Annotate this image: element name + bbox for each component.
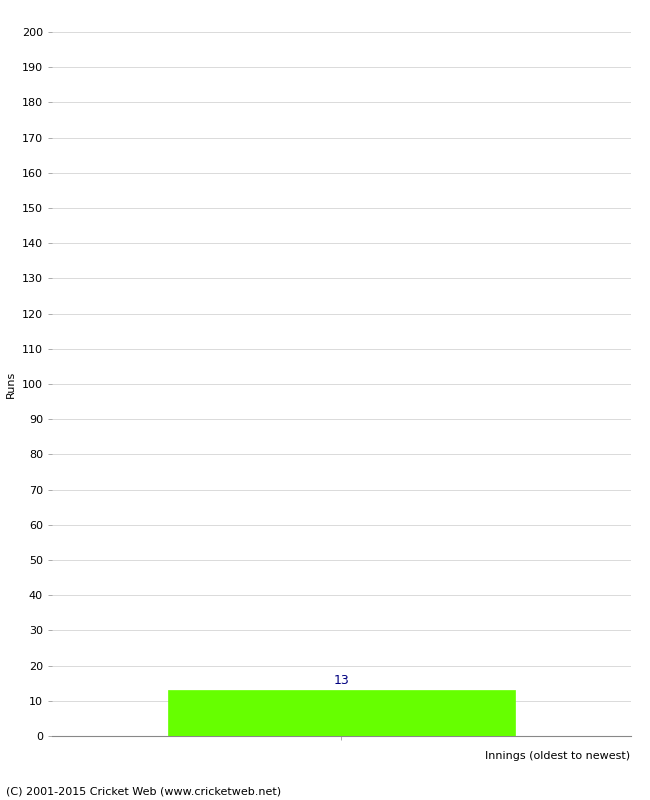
Text: 13: 13 [333, 674, 349, 687]
Bar [168, 690, 515, 736]
Text: (C) 2001-2015 Cricket Web (www.cricketweb.net): (C) 2001-2015 Cricket Web (www.cricketwe… [6, 786, 281, 796]
X-axis label: Innings (oldest to newest): Innings (oldest to newest) [486, 750, 630, 761]
Y-axis label: Runs: Runs [6, 370, 16, 398]
